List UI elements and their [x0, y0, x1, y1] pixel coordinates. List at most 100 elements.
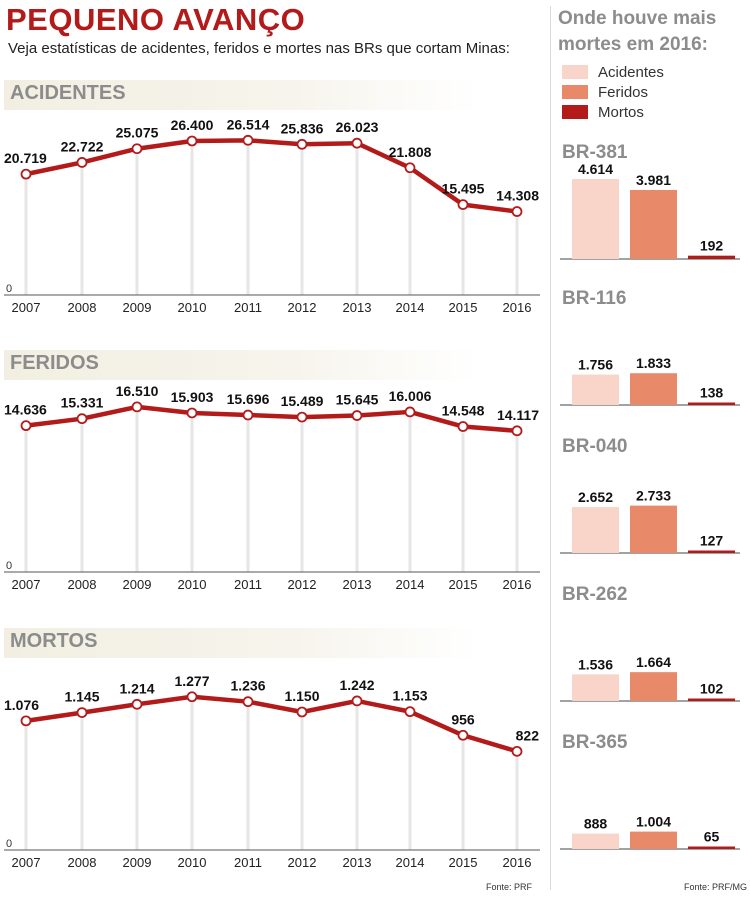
legend: Acidentes Feridos Mortos [562, 62, 664, 122]
x-tick-feridos-2007: 2007 [12, 577, 41, 592]
bar-label-br-365-acidentes: 888 [584, 816, 608, 832]
data-label-acidentes-2007: 20.719 [4, 150, 47, 166]
series-line-feridos [25, 404, 518, 434]
legend-item-feridos: Feridos [562, 82, 664, 102]
series-line-acidentes [25, 138, 518, 214]
bar-label-br-262-feridos: 1.664 [636, 654, 671, 670]
data-point-acidentes-2016 [511, 206, 523, 217]
x-tick-mortos-2015: 2015 [449, 855, 478, 870]
data-label-acidentes-2014: 21.808 [389, 144, 432, 160]
br-label-381: BR-381 [562, 142, 628, 163]
data-label-feridos-2011: 15.696 [227, 391, 270, 407]
bar-br-040-acidentes [572, 507, 619, 553]
data-point-feridos-2009 [131, 401, 143, 413]
bar-label-br-116-acidentes: 1.756 [578, 357, 613, 373]
data-point-acidentes-2015 [457, 199, 469, 211]
x-tick-feridos-2009: 2009 [123, 577, 152, 592]
section-title-feridos: FERIDOS [10, 352, 99, 374]
data-label-mortos-2011: 1.236 [230, 678, 265, 694]
x-tick-feridos-2011: 2011 [234, 577, 262, 592]
section-band-acidentes [4, 80, 479, 110]
data-label-feridos-2014: 16.006 [389, 388, 432, 404]
legend-swatch-acidentes [562, 65, 588, 79]
x-tick-mortos-2008: 2008 [68, 855, 97, 870]
x-tick-feridos-2016: 2016 [503, 577, 532, 592]
data-point-acidentes-2008 [76, 157, 88, 168]
data-point-feridos-2014 [404, 406, 416, 418]
legend-item-mortos: Mortos [562, 102, 664, 122]
bar-label-br-262-acidentes: 1.536 [578, 656, 613, 672]
bar-label-br-116-feridos: 1.833 [636, 355, 671, 371]
x-tick-mortos-2011: 2011 [234, 855, 262, 870]
bar-br-040-mortos [688, 550, 735, 553]
x-tick-acidentes-2012: 2012 [288, 300, 317, 315]
x-tick-acidentes-2008: 2008 [68, 300, 97, 315]
bar-br-365-mortos [688, 846, 735, 849]
data-label-mortos-2012: 1.150 [284, 688, 319, 704]
bar-chart-br-040: 2.652 2.733 127 [560, 488, 740, 554]
x-tick-acidentes-2013: 2013 [343, 300, 372, 315]
bar-br-116-feridos [630, 373, 677, 405]
x-tick-feridos-2012: 2012 [288, 577, 317, 592]
data-point-mortos-2013 [351, 695, 363, 707]
data-point-feridos-2013 [351, 410, 363, 421]
bar-label-br-381-mortos: 192 [700, 238, 724, 254]
section-title-mortos: MORTOS [10, 630, 98, 652]
data-label-feridos-2008: 15.331 [61, 395, 104, 411]
x-tick-mortos-2014: 2014 [396, 855, 425, 870]
x-tick-acidentes-2015: 2015 [449, 300, 478, 315]
bar-label-br-262-mortos: 102 [700, 681, 724, 697]
data-point-acidentes-2007 [20, 168, 32, 180]
x-tick-acidentes-2010: 2010 [178, 300, 207, 315]
data-point-acidentes-2011 [242, 134, 254, 146]
legend-item-acidentes: Acidentes [562, 62, 664, 82]
data-point-mortos-2008 [76, 707, 88, 718]
data-point-mortos-2016 [511, 745, 523, 757]
legend-label-feridos: Feridos [598, 83, 649, 101]
bar-label-br-365-feridos: 1.004 [636, 814, 671, 830]
x-tick-feridos-2015: 2015 [449, 577, 478, 592]
zero-label-acidentes: 0 [6, 283, 12, 295]
bar-label-br-381-acidentes: 4.614 [578, 164, 613, 177]
x-tick-feridos-2008: 2008 [68, 577, 97, 592]
x-tick-feridos-2013: 2013 [343, 577, 372, 592]
data-label-feridos-2012: 15.489 [281, 393, 324, 409]
data-label-mortos-2009: 1.214 [119, 680, 154, 696]
section-band-feridos [4, 350, 479, 380]
x-tick-mortos-2013: 2013 [343, 855, 372, 870]
x-tick-mortos-2012: 2012 [288, 855, 317, 870]
data-label-mortos-2008: 1.145 [64, 689, 99, 705]
legend-swatch-feridos [562, 85, 588, 99]
side-panel-title: Onde houve mais mortes em 2016: [558, 8, 717, 55]
bar-br-116-acidentes [572, 374, 619, 405]
data-point-feridos-2012 [296, 411, 308, 423]
data-label-acidentes-2008: 22.722 [61, 138, 104, 154]
x-tick-mortos-2010: 2010 [178, 855, 207, 870]
br-label-262: BR-262 [562, 584, 628, 605]
data-point-mortos-2010 [186, 691, 198, 703]
data-label-feridos-2013: 15.645 [336, 392, 379, 408]
data-point-acidentes-2012 [296, 138, 308, 150]
data-label-acidentes-2009: 25.075 [116, 125, 159, 141]
data-label-feridos-2009: 16.510 [116, 383, 159, 399]
x-tick-acidentes-2011: 2011 [234, 300, 262, 315]
source-note-left: Fonte: PRF [486, 882, 533, 892]
data-label-acidentes-2015: 15.495 [442, 181, 485, 197]
data-point-mortos-2015 [457, 729, 469, 741]
data-label-acidentes-2011: 26.514 [227, 116, 270, 132]
data-point-feridos-2010 [186, 407, 198, 419]
data-label-acidentes-2016: 14.308 [496, 188, 539, 204]
bar-br-381-mortos [688, 255, 735, 259]
section-band-mortos [4, 628, 479, 658]
bar-chart-br-381: 4.614 3.981 192 [560, 164, 740, 260]
data-label-acidentes-2012: 25.836 [281, 120, 324, 136]
bar-br-365-feridos [630, 831, 677, 849]
x-tick-acidentes-2014: 2014 [396, 300, 425, 315]
data-point-mortos-2007 [20, 715, 32, 727]
bar-br-262-acidentes [572, 674, 619, 701]
column-divider [550, 6, 551, 890]
x-tick-mortos-2009: 2009 [123, 855, 152, 870]
